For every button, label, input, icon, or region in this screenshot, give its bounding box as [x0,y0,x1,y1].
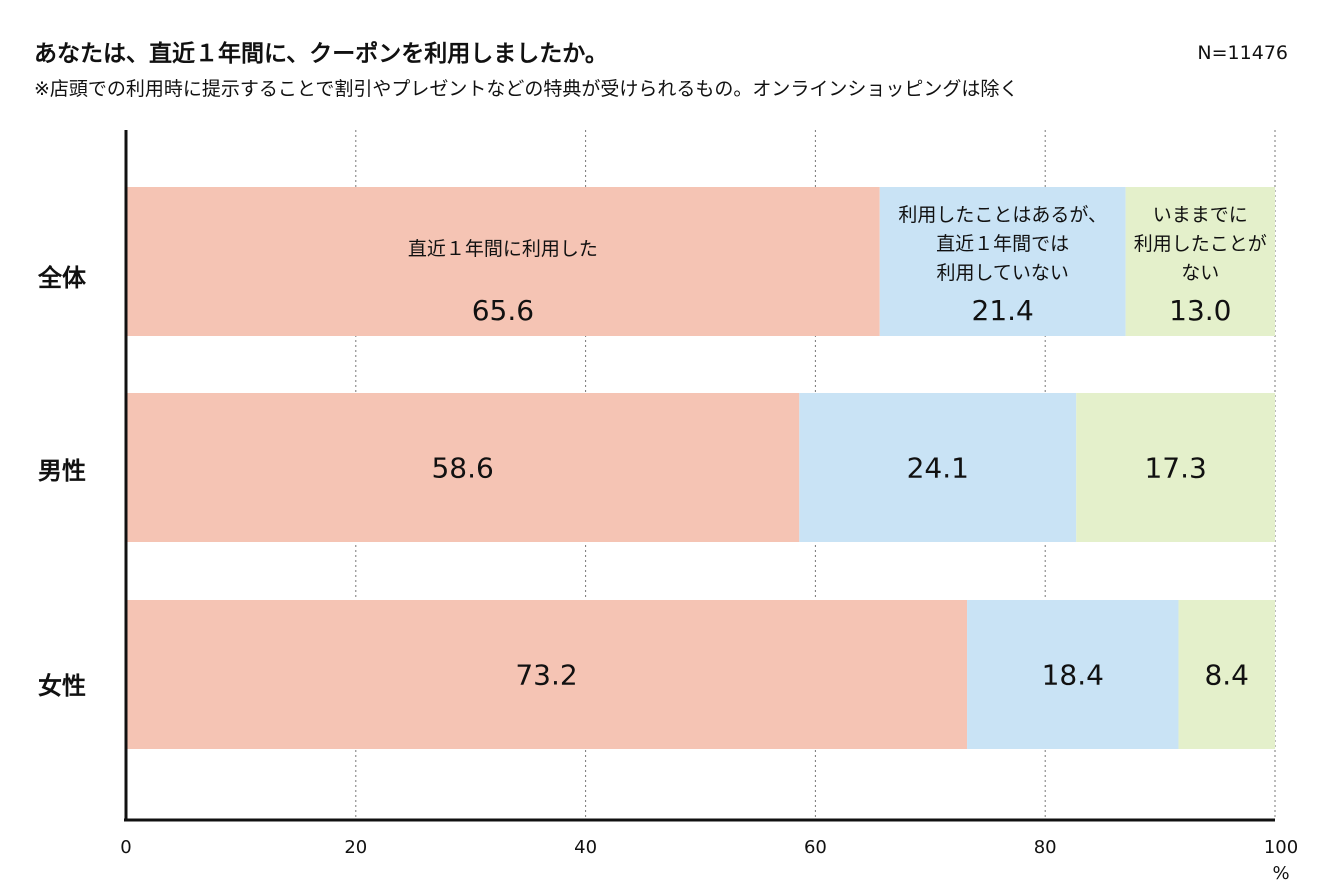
bar-segment [126,187,880,336]
bar-segment [879,187,1126,336]
bar-segment [1178,600,1275,749]
segment-label: 直近１年間に利用した [408,238,598,260]
value-label: 13.0 [1169,294,1231,327]
category-label: 全体 [37,264,87,292]
bar-segment [799,393,1077,542]
bar-segment [967,600,1179,749]
bar-segment [126,393,800,542]
segment-label: ない [1181,262,1219,284]
category-label: 男性 [38,457,86,485]
bar-segment [1125,187,1275,336]
x-axis-unit: % [1272,863,1289,884]
bar-segment [126,600,968,749]
x-tick-label: 0 [120,837,131,858]
x-tick-label: 100 [1264,837,1298,858]
value-label: 65.6 [472,294,534,327]
value-label: 8.4 [1204,659,1249,692]
segment-label: 直近１年間では [936,233,1069,255]
segment-label: 利用していない [936,262,1068,284]
x-tick-label: 20 [344,837,367,858]
category-label: 女性 [38,672,86,700]
value-label: 24.1 [907,452,969,485]
x-tick-label: 80 [1034,837,1057,858]
value-label: 21.4 [972,294,1034,327]
bar-segment [1076,393,1275,542]
value-label: 73.2 [515,659,577,692]
value-label: 17.3 [1144,452,1206,485]
sample-size-label: N=11476 [1197,42,1288,64]
x-tick-label: 60 [804,837,827,858]
chart-title: あなたは、直近１年間に、クーポンを利用しましたか。 [34,41,608,67]
value-label: 58.6 [431,452,493,485]
x-tick-label: 40 [574,837,597,858]
segment-label: いままでに [1153,204,1248,226]
segment-label: 利用したことが [1134,233,1267,255]
segment-label: 利用したことはあるが、 [898,204,1107,226]
chart-subtitle: ※店頭での利用時に提示することで割引やプレゼントなどの特典が受けられるもの。オン… [34,78,1019,100]
value-label: 18.4 [1042,659,1104,692]
